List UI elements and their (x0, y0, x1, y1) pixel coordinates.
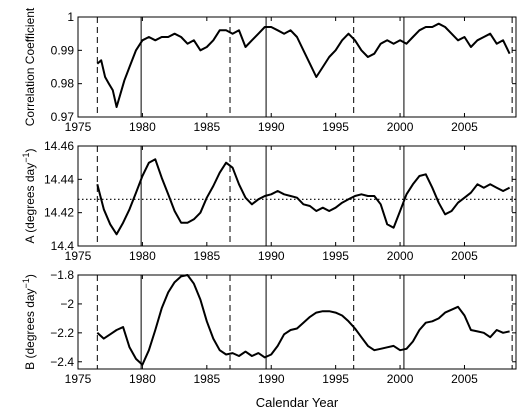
x-tick-label: 1985 (193, 372, 220, 386)
x-tick-label: 1995 (322, 120, 349, 134)
x-tick-label: 2005 (451, 249, 478, 263)
x-tick-label: 2000 (387, 120, 414, 134)
y-tick-label: 0.99 (51, 43, 75, 57)
x-tick-label: 1975 (65, 120, 92, 134)
panel-a: 1975 1980 1985 1990 1995 2000 2005 14.4 14.42 14.… (21, 139, 517, 263)
y-axis-title: Correlation Coefficient (23, 7, 37, 126)
x-tick-label: 2000 (387, 249, 414, 263)
y-tick-label: 1 (67, 10, 74, 24)
y-tick-label: 14.42 (44, 206, 74, 220)
x-tick-label: 1990 (258, 120, 285, 134)
x-tick-label: 1990 (258, 372, 285, 386)
y-tick-label: −2.2 (50, 326, 74, 340)
x-tick-label: 1995 (322, 249, 349, 263)
y-tick-label: 14.4 (51, 239, 75, 253)
series-line (96, 22, 511, 108)
series-line (96, 158, 511, 236)
x-tick-label: 2000 (387, 372, 414, 386)
axes-frame (77, 145, 517, 247)
y-axis-title-superscript: −1 (21, 278, 31, 288)
axes-frame (77, 16, 517, 118)
y-tick-label: −1.8 (50, 268, 74, 282)
y-tick-label: 14.44 (44, 172, 74, 186)
y-axis-title: A (degrees day−1) (21, 149, 37, 244)
x-tick-label: 2005 (451, 120, 478, 134)
x-tick-label: 2005 (451, 372, 478, 386)
panel-b: 1975 1980 1985 1990 1995 2000 2005 −2.4 −2.2 −2 −1… (21, 268, 517, 386)
series-line (96, 274, 510, 366)
y-tick-label: 14.46 (44, 139, 74, 153)
x-tick-label: 1980 (129, 249, 156, 263)
x-tick-label: 1975 (65, 249, 92, 263)
x-tick-label: 1985 (193, 249, 220, 263)
x-axis-title: Calendar Year (256, 395, 339, 410)
y-tick-label: −2.4 (50, 355, 74, 369)
x-tick-label: 1990 (258, 249, 285, 263)
y-axis-title-superscript: −1 (21, 153, 31, 163)
y-axis-title-close: ) (23, 149, 37, 153)
y-axis-title-close: ) (23, 274, 37, 278)
panel-correlation: 1975 1980 1985 1990 1995 2000 2005 0.97 0.98 0.99… (23, 7, 517, 134)
y-tick-label: 0.97 (51, 110, 75, 124)
x-tick-label: 1980 (129, 372, 156, 386)
x-tick-label: 1985 (193, 120, 220, 134)
x-tick-label: 1995 (322, 372, 349, 386)
y-tick-label: −2 (60, 297, 74, 311)
y-tick-label: 0.98 (51, 77, 75, 91)
x-tick-label: 1980 (129, 120, 156, 134)
axes-frame (77, 274, 517, 370)
y-axis-title: B (degrees day−1) (21, 274, 37, 370)
x-tick-label: 1975 (65, 372, 92, 386)
